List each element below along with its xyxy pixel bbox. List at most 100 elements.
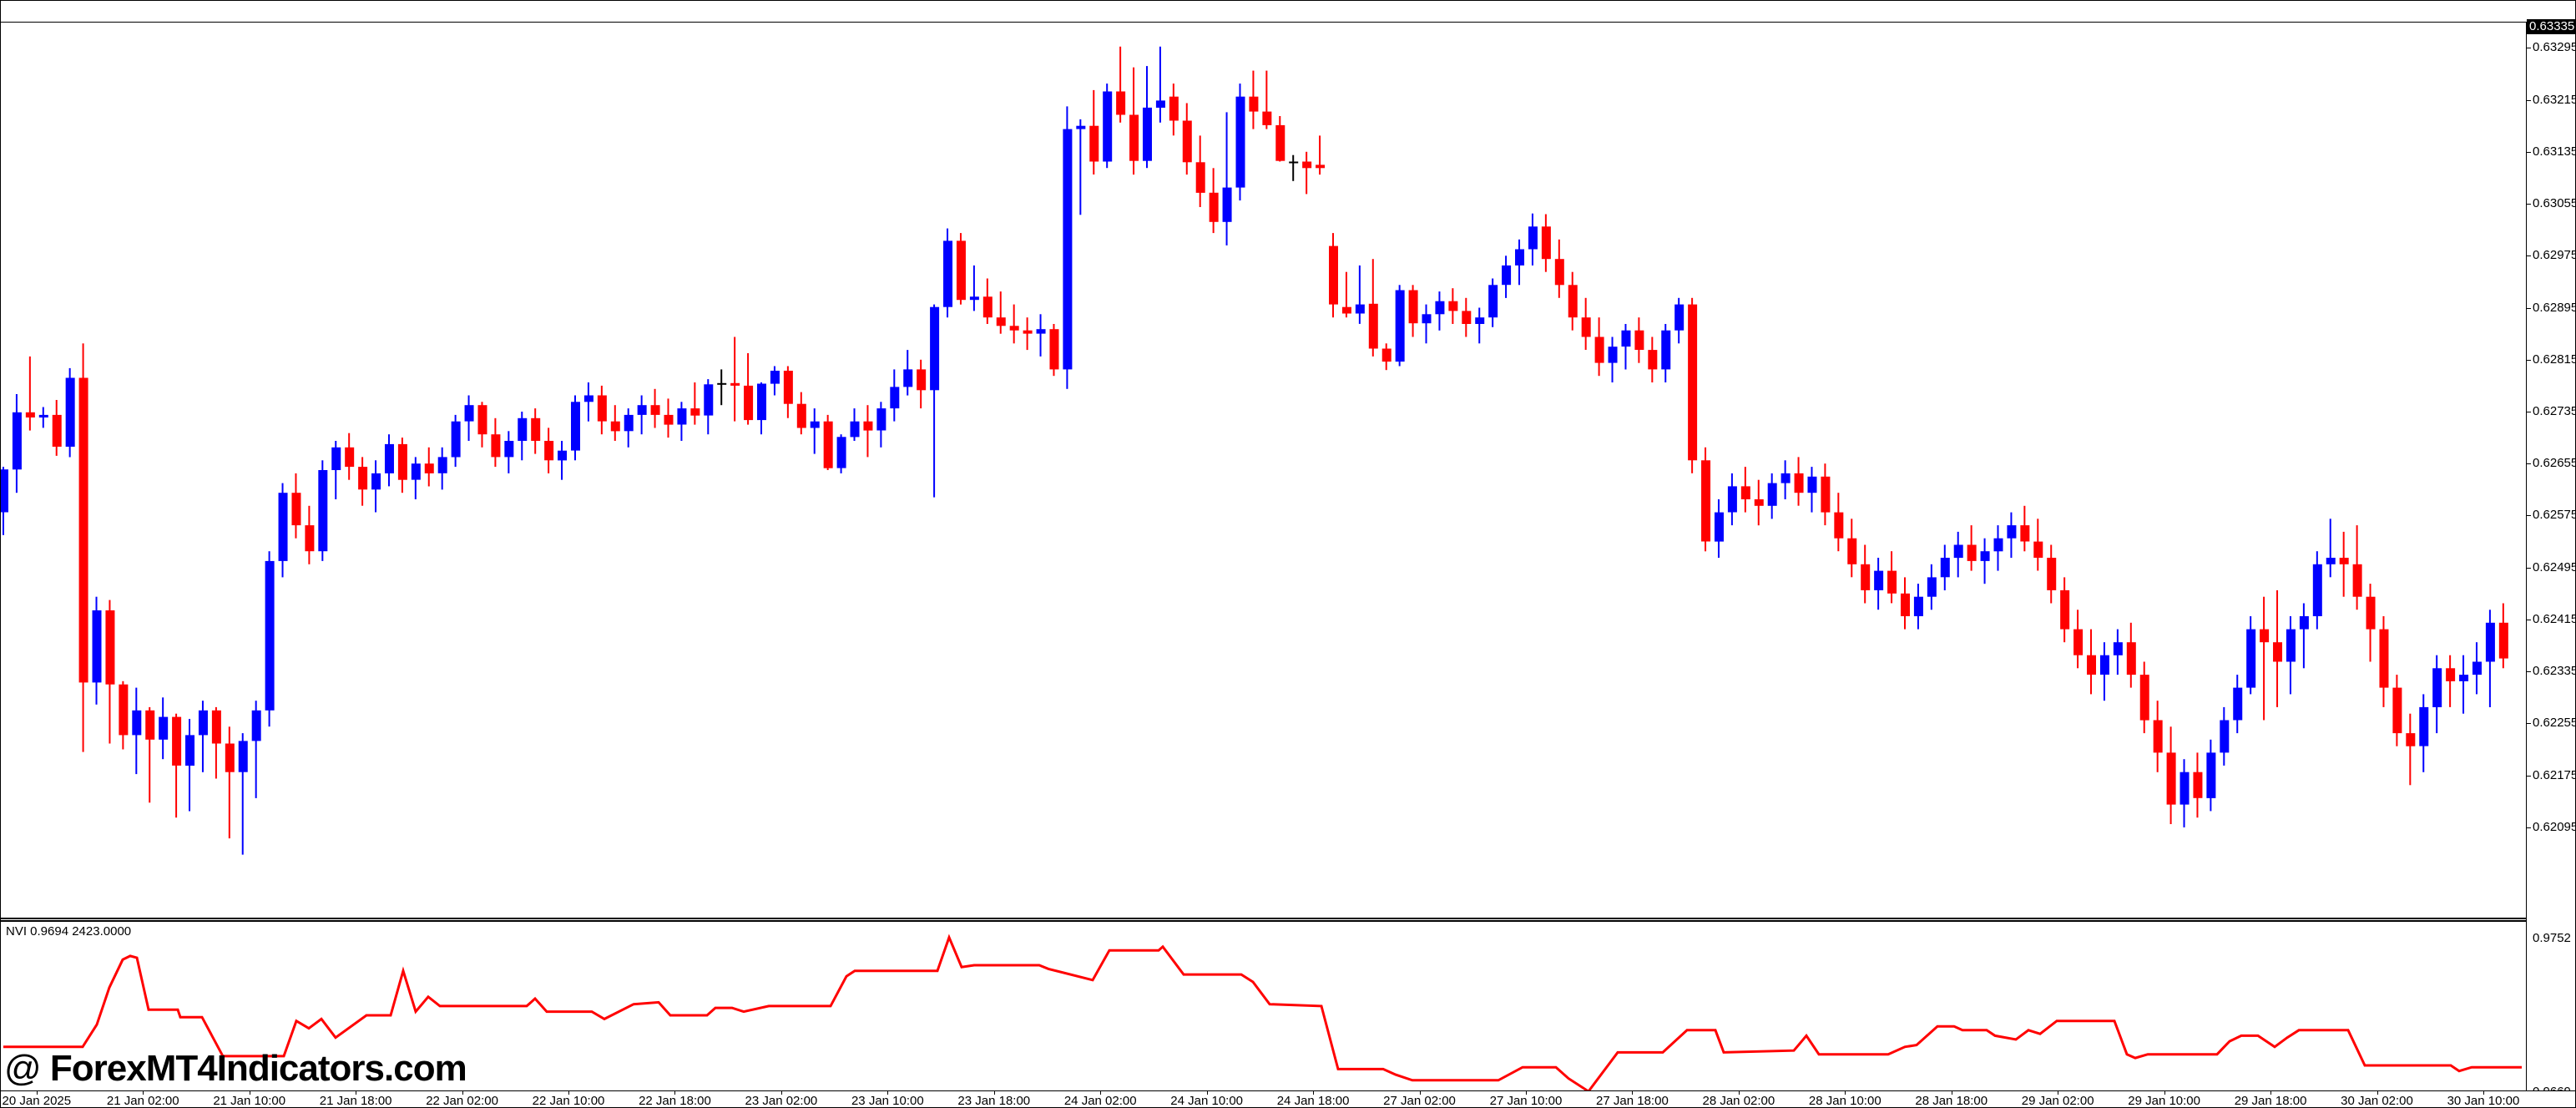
panel-separator[interactable] <box>1 918 2526 922</box>
price-axis-label: 0.62735 <box>2533 403 2576 418</box>
candle-wick <box>1159 46 1161 123</box>
candle-body <box>836 437 846 468</box>
candle-body <box>1209 192 1219 222</box>
candle-body <box>730 382 740 386</box>
candle-body <box>2379 629 2389 688</box>
candle-body <box>185 735 195 766</box>
candle-body <box>2299 616 2309 630</box>
candle-body <box>2432 668 2442 707</box>
candle-body <box>1036 329 1046 334</box>
candle-body <box>624 414 634 432</box>
time-axis-label: 28 Jan 10:00 <box>1808 1094 1881 1108</box>
candle-body <box>1049 329 1059 370</box>
candle-body <box>2126 642 2136 675</box>
candle-body <box>810 421 820 428</box>
candle-body <box>1913 596 1923 616</box>
candlestick-plot-area[interactable] <box>1 23 2526 918</box>
candle-body <box>757 383 767 421</box>
candle-body <box>1621 330 1631 347</box>
candle-wick <box>2329 519 2331 578</box>
candle-body <box>12 412 22 470</box>
candle-wick <box>2462 655 2465 714</box>
time-axis-tick <box>36 1090 38 1095</box>
candle-body <box>850 421 860 438</box>
price-axis-label: 0.62415 <box>2533 611 2576 626</box>
candle-body <box>225 743 235 772</box>
candle-body <box>464 405 474 422</box>
candle-body <box>2406 733 2416 746</box>
candle-wick <box>28 356 31 431</box>
nvi-indicator-panel[interactable] <box>1 922 2526 1094</box>
candle-wick <box>1624 324 1627 370</box>
candle-body <box>2286 629 2296 662</box>
candle-body <box>318 470 328 552</box>
candle-body <box>1116 91 1126 115</box>
candle-body <box>132 710 142 736</box>
candle-body <box>1608 347 1618 363</box>
time-axis-tick <box>1632 1090 1634 1095</box>
price-axis-tick <box>2526 151 2531 153</box>
candle-body <box>504 441 514 458</box>
candle-wick <box>228 726 230 839</box>
candle-body <box>2472 661 2482 675</box>
candle-body <box>2260 629 2270 643</box>
candle-wick <box>1119 46 1122 123</box>
candle-body <box>1714 512 1724 542</box>
candle-wick <box>734 336 736 422</box>
current-price-tag: 0.63335 <box>2527 19 2575 34</box>
candle-body <box>518 417 528 441</box>
candle-body <box>664 414 674 425</box>
candle-body <box>597 395 607 422</box>
time-axis-tick <box>1100 1090 1102 1095</box>
candle-body <box>1422 314 1432 324</box>
time-axis-label: 27 Jan 02:00 <box>1383 1094 1456 1108</box>
candle-body <box>2179 772 2190 805</box>
candle-body <box>119 684 129 736</box>
candle-body <box>52 414 62 447</box>
time-axis-tick <box>1525 1090 1527 1095</box>
candle-wick <box>587 382 589 422</box>
candle-body <box>2485 622 2495 662</box>
candle-body <box>876 408 886 431</box>
time-axis-label: 27 Jan 18:00 <box>1596 1094 1669 1108</box>
time-axis-label: 23 Jan 10:00 <box>851 1094 924 1108</box>
time-axis-label: 29 Jan 18:00 <box>2234 1094 2307 1108</box>
time-axis-tick <box>674 1090 676 1095</box>
time-axis-tick <box>2164 1090 2165 1095</box>
candle-body <box>1568 285 1578 318</box>
time-axis-tick <box>1313 1090 1315 1095</box>
candle-body <box>1368 303 1378 349</box>
candle-body <box>1727 486 1737 513</box>
candle-body <box>384 443 394 473</box>
candle-body <box>238 741 248 772</box>
price-axis-tick <box>2526 723 2531 725</box>
candle-body <box>345 447 355 468</box>
watermark: @ ForexMT4Indicators.com <box>4 1048 467 1090</box>
time-axis-label: 21 Jan 10:00 <box>213 1094 286 1108</box>
candle-body <box>397 443 407 480</box>
time-axis[interactable] <box>1 1091 2575 1107</box>
candle-body <box>917 369 927 391</box>
candle-body <box>1953 544 1963 559</box>
candle-body <box>1674 304 1685 331</box>
time-axis-border <box>1 1090 2575 1091</box>
candle-body <box>1634 330 1644 350</box>
candle-body <box>1142 107 1152 161</box>
time-axis-label: 21 Jan 18:00 <box>319 1094 392 1108</box>
candle-body <box>1701 460 1711 542</box>
candle-body <box>2273 642 2283 662</box>
time-axis-label: 20 Jan 2025 <box>2 1094 72 1108</box>
candle-body <box>1927 577 1937 597</box>
candle-body <box>1528 226 1538 250</box>
time-axis-label: 24 Jan 02:00 <box>1063 1094 1137 1108</box>
time-axis-tick <box>1845 1090 1846 1095</box>
candle-body <box>2099 655 2109 675</box>
candle-body <box>25 412 35 417</box>
candle-body <box>570 402 580 451</box>
candle-body <box>145 710 155 740</box>
candle-wick <box>149 706 151 803</box>
candle-wick <box>241 733 244 855</box>
candle-wick <box>1039 314 1042 357</box>
nvi-line <box>3 933 2522 1094</box>
